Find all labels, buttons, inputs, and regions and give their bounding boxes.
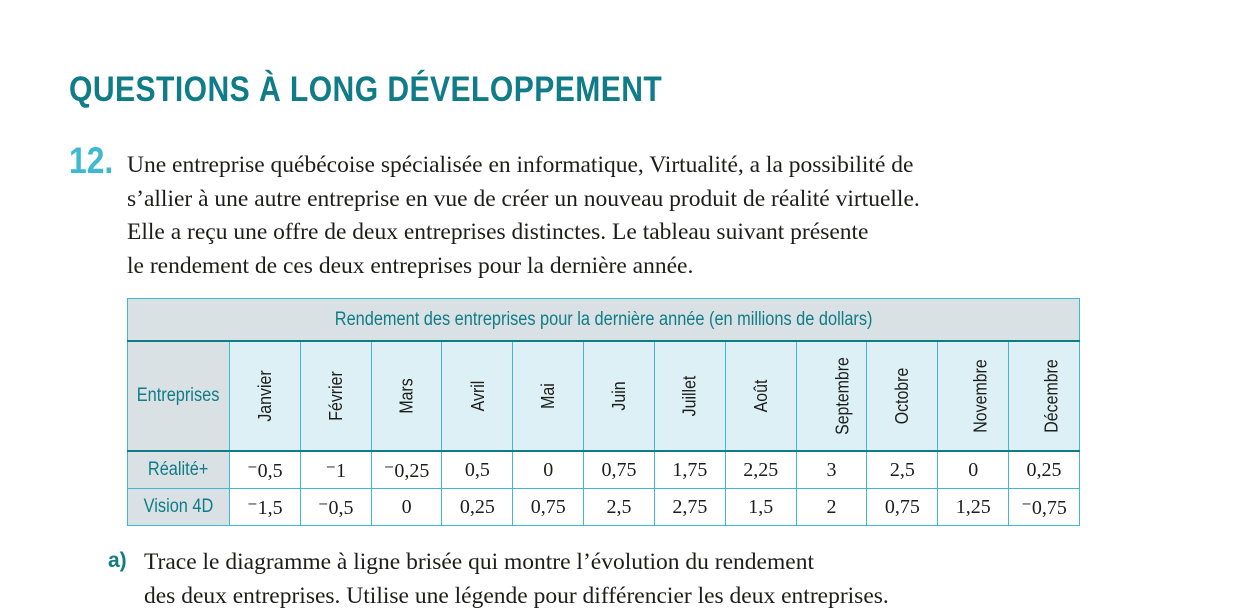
company-name: Réalité+	[127, 450, 230, 489]
question-line: s’allier à une autre entreprise en vue d…	[127, 185, 920, 212]
table-cell: ⁻0,5	[229, 450, 301, 489]
table-cell: 0,75	[583, 450, 655, 489]
sub-question-line: Trace le diagramme à ligne brisée qui mo…	[144, 549, 814, 575]
question-line: Une entreprise québécoise spécialisée en…	[127, 152, 914, 178]
table-cell: 0,75	[512, 488, 585, 526]
month-header: Août	[724, 340, 797, 452]
table-caption: Rendement des entreprises pour la derniè…	[127, 298, 1080, 342]
month-header: Novembre	[937, 340, 1010, 452]
table-cell: 2,5	[866, 450, 939, 489]
month-header: Septembre	[795, 340, 868, 452]
month-header: Juillet	[653, 340, 726, 452]
table-cell: 2,25	[724, 450, 797, 489]
question-line: le rendement de ces deux entreprises pou…	[127, 253, 694, 280]
table-cell: 0	[370, 488, 443, 526]
question-number: 12.	[69, 140, 114, 181]
month-header: Décembre	[1008, 340, 1080, 452]
question-text: Une entreprise québécoise spécialisée en…	[127, 149, 1087, 284]
table-cell: 1,5	[724, 488, 797, 526]
month-header: Mars	[370, 340, 443, 452]
table-cell: ⁻0,25	[370, 450, 443, 489]
returns-table: Rendement des entreprises pour la derniè…	[127, 298, 1080, 526]
table-cell: 0	[937, 450, 1010, 489]
table-cell: 0,75	[866, 488, 939, 526]
question-line: Elle a reçu une offre de deux entreprise…	[127, 219, 869, 246]
month-header: Octobre	[866, 340, 939, 452]
company-name: Vision 4D	[127, 488, 230, 526]
table-cell: ⁻0,75	[1008, 488, 1080, 526]
table-cell: 1,25	[937, 488, 1010, 526]
table-cell: 0,25	[1008, 450, 1080, 489]
table-cell: 2,5	[583, 488, 655, 526]
table-cell: 1,75	[653, 450, 726, 489]
table-row: Vision 4D ⁻1,5 ⁻0,5 0 0,25 0,75 2,5 2,75…	[127, 488, 1080, 526]
sub-question-line: des deux entreprises. Utilise une légend…	[144, 582, 889, 609]
table-cell: 2	[795, 488, 868, 526]
months-header-row: Entreprises Janvier Février Mars Avril M…	[127, 340, 1080, 452]
table-row: Réalité+ ⁻0,5 ⁻1 ⁻0,25 0,5 0 0,75 1,75 2…	[127, 450, 1080, 489]
table-cell: 0,5	[441, 450, 514, 489]
sub-question-text: Trace le diagramme à ligne brisée qui mo…	[144, 546, 889, 613]
month-header: Mai	[512, 340, 585, 452]
table-cell: 0,25	[441, 488, 514, 526]
month-header: Février	[299, 340, 372, 452]
section-title: QUESTIONS À LONG DÉVELOPPEMENT	[69, 70, 663, 109]
row-header-label: Entreprises	[127, 340, 230, 452]
table-cell: 0	[512, 450, 585, 489]
month-header: Janvier	[229, 340, 301, 452]
table-cell: ⁻1	[299, 450, 372, 489]
table-cell: 2,75	[653, 488, 726, 526]
month-header: Juin	[583, 340, 655, 452]
table-cell: ⁻0,5	[299, 488, 372, 526]
table-cell: ⁻1,5	[229, 488, 301, 526]
sub-question-label: a)	[108, 549, 127, 572]
month-header: Avril	[441, 340, 514, 452]
table-cell: 3	[795, 450, 868, 489]
